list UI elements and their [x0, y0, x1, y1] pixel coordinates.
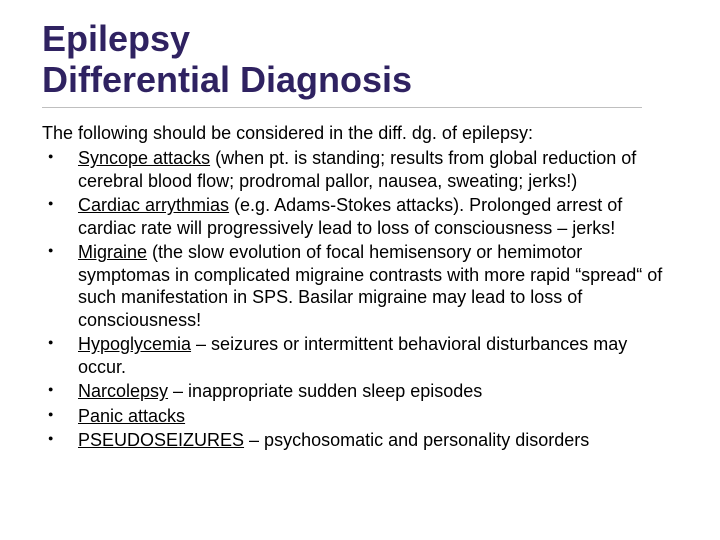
slide-title: Epilepsy Differential Diagnosis [42, 18, 678, 101]
list-item: Narcolepsy – inappropriate sudden sleep … [42, 380, 678, 403]
list-item: PSEUDOSEIZURES – psychosomatic and perso… [42, 429, 678, 452]
item-term: Panic attacks [78, 406, 185, 426]
list-item: Syncope attacks (when pt. is standing; r… [42, 147, 678, 192]
item-term: Cardiac arrythmias [78, 195, 229, 215]
title-line-1: Epilepsy [42, 18, 190, 59]
intro-text: The following should be considered in th… [42, 122, 678, 145]
item-rest: (the slow evolution of focal hemisensory… [78, 242, 662, 330]
slide: Epilepsy Differential Diagnosis The foll… [0, 0, 720, 540]
item-term: PSEUDOSEIZURES [78, 430, 244, 450]
list-item: Panic attacks [42, 405, 678, 428]
item-term: Narcolepsy [78, 381, 168, 401]
list-item: Hypoglycemia – seizures or intermittent … [42, 333, 678, 378]
list-item: Migraine (the slow evolution of focal he… [42, 241, 678, 331]
title-rule [42, 107, 642, 108]
item-term: Hypoglycemia [78, 334, 191, 354]
item-rest: – inappropriate sudden sleep episodes [168, 381, 482, 401]
bullet-list: Syncope attacks (when pt. is standing; r… [42, 147, 678, 452]
item-rest: – psychosomatic and personality disorder… [244, 430, 589, 450]
list-item: Cardiac arrythmias (e.g. Adams-Stokes at… [42, 194, 678, 239]
item-term: Migraine [78, 242, 147, 262]
item-term: Syncope attacks [78, 148, 210, 168]
title-line-2: Differential Diagnosis [42, 59, 412, 100]
